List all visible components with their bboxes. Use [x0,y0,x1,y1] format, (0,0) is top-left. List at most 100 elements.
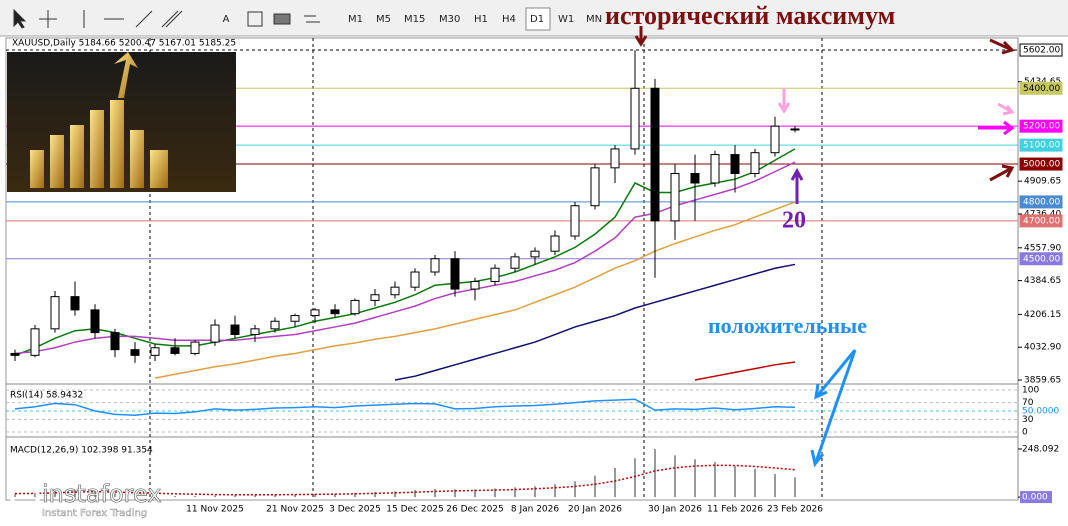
x-tick-label: 11 Feb 2026 [707,505,763,515]
macd-bar [434,488,436,498]
bar-icon [130,130,144,188]
level-label: 4800.00 [1023,197,1060,207]
y-tick-label: 4206.15 [1024,310,1061,320]
crosshair-icon[interactable] [39,10,57,28]
chart-header: XAUUSD,Daily 5184.66 5200.47 5167.01 518… [12,39,236,49]
channel-icon[interactable] [161,10,183,28]
macd-bar [534,486,536,498]
gold-bars [30,52,168,188]
macd-bar [314,493,316,498]
timeframe-button[interactable]: M1 [348,14,363,25]
y-tick-label: 0 [1022,428,1028,438]
macd-bar [194,495,196,498]
timeframe-button[interactable]: H1 [474,14,488,25]
cursor-icon[interactable] [13,8,27,29]
watermark-icon [10,482,40,512]
candle-body [630,87,640,150]
macd-bar [154,495,156,498]
y-tick-label: 4557.90 [1024,243,1061,253]
candle-body [530,250,540,258]
label-icon[interactable] [247,11,263,27]
arrow [978,120,1015,136]
level-label: 5100.00 [1023,141,1060,151]
macd-bar [674,455,676,498]
y-tick-label: 100 [1022,386,1039,396]
candle-body [610,148,620,169]
logo-image [7,52,236,192]
x-tick-label: 20 Jan 2026 [568,505,622,515]
bar-icon [110,100,124,188]
level-label: 5602.00 [1023,46,1060,56]
candle-body [230,324,240,336]
macd-bar [494,488,496,498]
x-tick-label: 3 Dec 2025 [329,505,381,515]
timeframe-button[interactable]: W1 [558,14,574,25]
candle-body [670,173,680,222]
trend-icon[interactable] [135,10,153,28]
candle-body [410,271,420,288]
candle-body [10,352,20,356]
tool-icons [13,8,320,29]
tool-button[interactable]: A [223,14,230,25]
timeframe-button[interactable]: M5 [376,14,391,25]
timeframe-button[interactable]: H4 [502,14,516,25]
candle-body [90,309,100,334]
macd-bar [694,459,696,498]
macd-bar [254,495,256,498]
y-tick-label: 30 [1022,415,1034,425]
macd-bar [654,448,656,498]
candle-body [210,324,220,343]
macd-bar [774,473,776,498]
candle-body [650,87,660,222]
macd-bar [754,468,756,498]
macd-bar [174,495,176,498]
arrows-icon[interactable] [304,15,320,23]
level-box [1019,138,1063,152]
annotation: исторический максимум [605,1,895,30]
macd-bar [714,462,716,498]
level-label: 4700.00 [1023,216,1060,226]
macd-bar [414,490,416,498]
macd-bar [734,466,736,498]
arrow [989,164,1015,182]
macd-bar [354,492,356,498]
macd-bar [34,492,36,498]
candle-body [770,125,780,154]
candle-body [150,347,160,356]
rect-icon[interactable] [273,13,291,25]
candle-body [790,128,800,131]
candle-body [510,256,520,269]
macd-bar [454,489,456,498]
candle-body [490,267,500,282]
arrow [997,102,1015,116]
indicator-label: RSI(14) 58.9432 [10,391,83,401]
timeframe-button[interactable]: M15 [404,14,425,25]
moving-average [154,201,796,379]
y-tick-label: 3859.65 [1024,376,1061,386]
candle-body [310,309,320,317]
macd-bar [554,484,556,498]
y-tick-label: 0.000 [1022,493,1048,503]
y-tick-label: 248.092 [1022,444,1059,454]
timeframe-button[interactable]: M30 [439,14,460,25]
macd-bar [514,487,516,498]
timeframe-button[interactable]: MN [586,14,602,25]
macd-bar [74,490,76,498]
tick-box [1020,491,1052,504]
bar-icon [90,110,104,188]
timeframe-button[interactable]: D1 [530,14,544,25]
level-box [1019,195,1063,209]
annotation: положительные [708,313,867,338]
y-tick-label: 4032.90 [1024,343,1061,353]
y-tick-label: 70 [1022,398,1034,408]
candle-body [50,296,60,330]
annotation-arrows [634,26,1015,468]
level-box [1019,252,1063,266]
moving-average [14,161,796,355]
x-tick-label: 8 Jan 2026 [511,505,559,515]
arrow [814,349,857,400]
watermark-brand: instaforex [42,480,162,508]
candle-body [110,332,120,351]
macd-bar [394,491,396,498]
